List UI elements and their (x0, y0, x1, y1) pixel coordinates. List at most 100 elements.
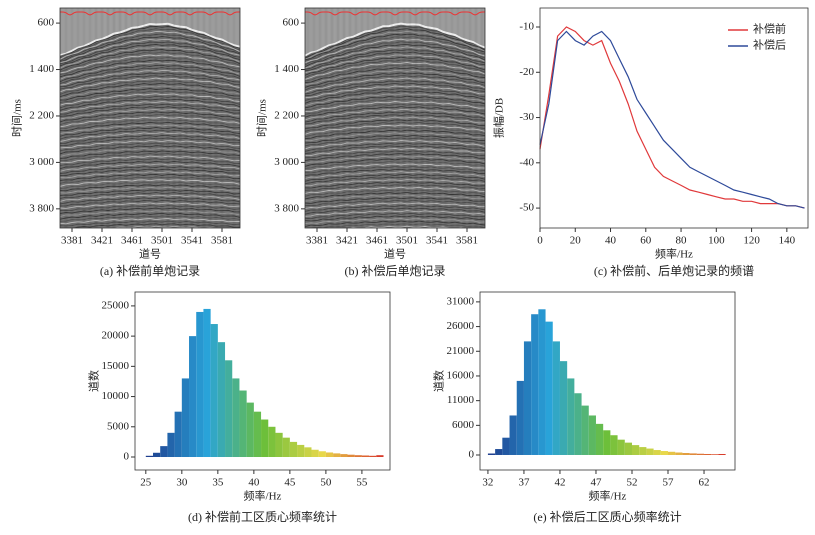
event (305, 205, 485, 212)
event (305, 67, 485, 84)
event (60, 176, 240, 184)
x-tick-label: 80 (676, 235, 688, 247)
event (305, 158, 485, 167)
x-tick-label: 32 (482, 477, 493, 489)
histogram-bar (675, 452, 683, 455)
y-tick-label: -50 (519, 202, 534, 214)
event (60, 43, 240, 67)
event (305, 49, 485, 70)
x-axis-label: 频率/Hz (589, 489, 627, 503)
event (60, 153, 240, 162)
event (305, 114, 485, 125)
event (60, 82, 240, 98)
y-tick-label: 3 800 (274, 202, 299, 214)
event (305, 80, 485, 95)
histogram-bar (718, 453, 726, 455)
histogram-bar (232, 378, 240, 458)
event (60, 191, 240, 199)
x-tick-label: 3581 (456, 235, 478, 247)
series-line (539, 30, 805, 209)
event (305, 194, 485, 202)
histogram-bar (304, 447, 312, 458)
event (305, 199, 485, 206)
plot-frame (134, 291, 391, 471)
event (305, 142, 485, 152)
event (60, 85, 240, 99)
histogram-bar (189, 336, 197, 458)
event (305, 202, 485, 209)
histogram-bar (689, 453, 697, 455)
x-tick-label: 50 (320, 477, 332, 489)
event (60, 119, 240, 130)
x-tick-label: 120 (743, 235, 760, 247)
histogram-bar (552, 341, 560, 455)
event (305, 168, 485, 176)
histogram-bar (196, 311, 204, 458)
event (60, 98, 240, 111)
caption: (d) 补偿前工区质心频率统计 (188, 509, 337, 524)
x-tick-label: 30 (176, 477, 188, 489)
event (305, 212, 485, 220)
histogram-bar (559, 361, 568, 455)
x-tick-label: 47 (590, 477, 602, 489)
histogram-bar (174, 411, 182, 458)
x-tick-label: 52 (626, 477, 637, 489)
y-tick-label: 21000 (447, 345, 475, 357)
histogram-bar (181, 378, 190, 458)
event (60, 28, 240, 59)
y-tick-label: 31000 (447, 295, 475, 307)
event (305, 145, 485, 154)
histogram-bar (354, 455, 362, 458)
event (305, 93, 485, 107)
histogram-bar (282, 437, 290, 458)
event (60, 106, 240, 117)
event (305, 54, 485, 74)
histogram-bar (495, 449, 503, 455)
histogram-bar (153, 452, 161, 458)
event (305, 43, 485, 68)
x-tick-label: 3421 (91, 235, 113, 247)
event (305, 160, 485, 170)
histogram-bar (318, 451, 326, 458)
event (305, 207, 485, 215)
event (305, 36, 485, 62)
histogram-bar (210, 324, 218, 458)
caption: (e) 补偿后工区质心频率统计 (533, 509, 681, 524)
event (305, 140, 485, 150)
histogram-bar (581, 405, 589, 455)
event (60, 181, 240, 190)
event (60, 220, 240, 227)
histogram-bar (261, 419, 269, 458)
histogram-bar (167, 432, 175, 458)
y-tick-label: 1 400 (29, 63, 54, 75)
event (60, 80, 240, 95)
y-tick-label: 3 800 (29, 202, 54, 214)
x-tick-label: 20 (570, 235, 582, 247)
y-axis-label: 时间/ms (11, 99, 24, 137)
y-tick-label: 15000 (102, 360, 130, 372)
event (60, 46, 240, 69)
histogram-bar (610, 435, 618, 455)
event (60, 26, 240, 57)
event (305, 119, 485, 129)
histogram-bar (347, 454, 355, 458)
y-tick-label: 2 200 (274, 109, 299, 121)
x-axis-label: 频率/Hz (655, 247, 693, 261)
event (60, 95, 240, 109)
event (60, 108, 240, 120)
event (60, 142, 240, 152)
event (60, 189, 240, 196)
x-tick-label: 62 (699, 477, 710, 489)
event (305, 101, 485, 113)
y-tick-label: -10 (519, 21, 534, 33)
event (60, 140, 240, 149)
event (305, 82, 485, 97)
histogram-bar (225, 360, 233, 458)
event (305, 220, 485, 228)
event (60, 93, 240, 106)
histogram-bar (502, 437, 510, 455)
legend-label: 补偿前 (753, 22, 786, 36)
y-tick-label: 16000 (447, 369, 475, 381)
histogram-bar (653, 450, 661, 455)
histogram-bar (631, 445, 640, 455)
